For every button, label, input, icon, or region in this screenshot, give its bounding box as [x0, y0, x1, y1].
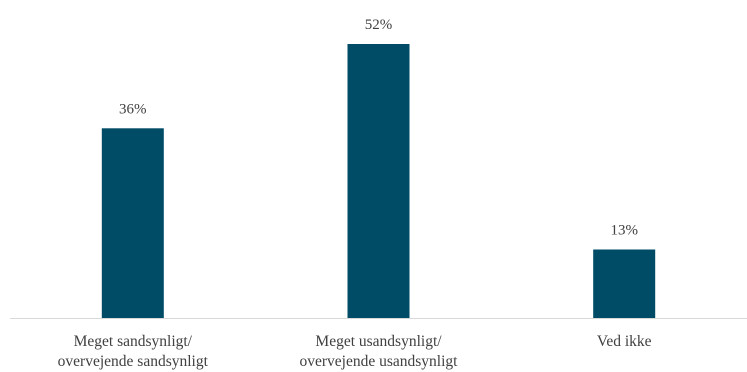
category-label-line: Meget usandsynligt/ — [315, 333, 442, 350]
category-label-line: Meget sandsynligt/ — [74, 333, 193, 350]
data-label-1: 36% — [119, 101, 147, 117]
bar-3 — [593, 249, 656, 318]
category-label-line: overvejende usandsynligt — [300, 353, 459, 370]
data-label-2: 52% — [365, 17, 393, 33]
category-label-line: overvejende sandsynligt — [58, 353, 209, 370]
category-label-2: Meget usandsynligt/overvejende usandsynl… — [300, 333, 459, 370]
category-label-1: Meget sandsynligt/overvejende sandsynlig… — [58, 333, 209, 370]
bar-2 — [347, 44, 410, 318]
bar-1 — [101, 128, 164, 318]
category-label-line: Ved ikke — [597, 333, 652, 350]
category-label-3: Ved ikke — [597, 333, 652, 350]
category-labels-group: Meget sandsynligt/overvejende sandsynlig… — [58, 333, 652, 370]
bars-group — [101, 44, 656, 318]
data-labels-group: 36% 52% 13% — [119, 17, 638, 239]
data-label-3: 13% — [610, 223, 638, 239]
